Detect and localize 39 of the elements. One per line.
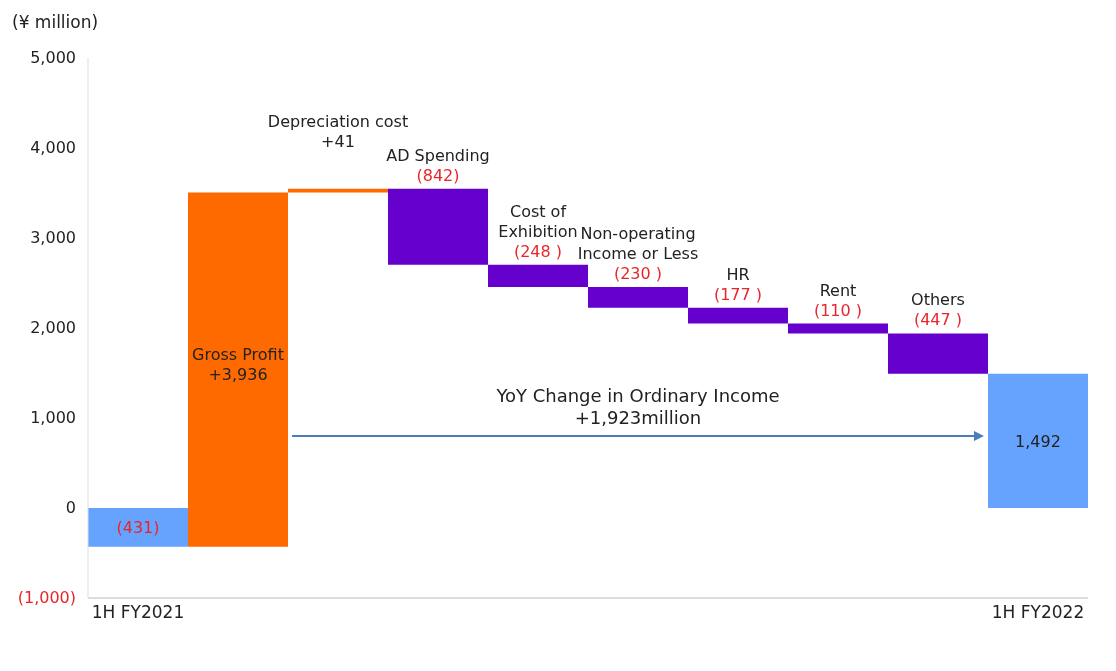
data-label: +41 <box>321 131 355 151</box>
y-tick-label: 4,000 <box>30 138 76 157</box>
data-label: (842) <box>416 165 460 185</box>
annotation: YoY Change in Ordinary Income +1,923million <box>495 385 780 428</box>
x-tick-label: Gross Profit <box>192 344 284 364</box>
y-tick-label: (1,000) <box>17 588 76 607</box>
data-label: +3,936 <box>208 364 268 384</box>
x-tick-label: Depreciation cost <box>267 111 409 131</box>
x-tick-label: AD Spending <box>386 145 490 165</box>
data-label: (248 ) <box>513 241 563 261</box>
bar <box>188 192 288 547</box>
data-label: (110 ) <box>813 300 863 320</box>
x-tick-label: Cost of Exhibition <box>498 201 578 241</box>
data-label: (177 ) <box>713 284 763 304</box>
bar <box>588 286 688 308</box>
x-tick-label: 1H FY2021 <box>91 602 185 623</box>
x-tick-label: 1H FY2022 <box>991 602 1085 623</box>
y-tick-label: 0 <box>65 498 76 517</box>
y-tick-label: 1,000 <box>30 408 76 427</box>
y-tick-label: 5,000 <box>30 48 76 67</box>
bar <box>788 323 888 334</box>
x-tick-label: Rent <box>819 280 857 300</box>
bar <box>888 333 988 374</box>
bar <box>488 264 588 287</box>
bar <box>988 373 1088 508</box>
bar <box>688 307 788 324</box>
y-tick-label: 2,000 <box>30 318 76 337</box>
x-tick-label: Others <box>911 290 965 310</box>
bar <box>388 188 488 265</box>
data-label: (447 ) <box>913 310 963 330</box>
x-tick-label: HR <box>726 264 750 284</box>
bar <box>88 508 188 547</box>
y-tick-label: 3,000 <box>30 228 76 247</box>
bar <box>288 188 388 193</box>
data-label: (230 ) <box>613 263 663 283</box>
data-label: (431) <box>116 518 160 538</box>
x-tick-label: Non-operating Income or Less <box>577 223 699 263</box>
data-label: 1,492 <box>1015 431 1061 451</box>
y-axis-title: (¥ million) <box>12 12 99 32</box>
